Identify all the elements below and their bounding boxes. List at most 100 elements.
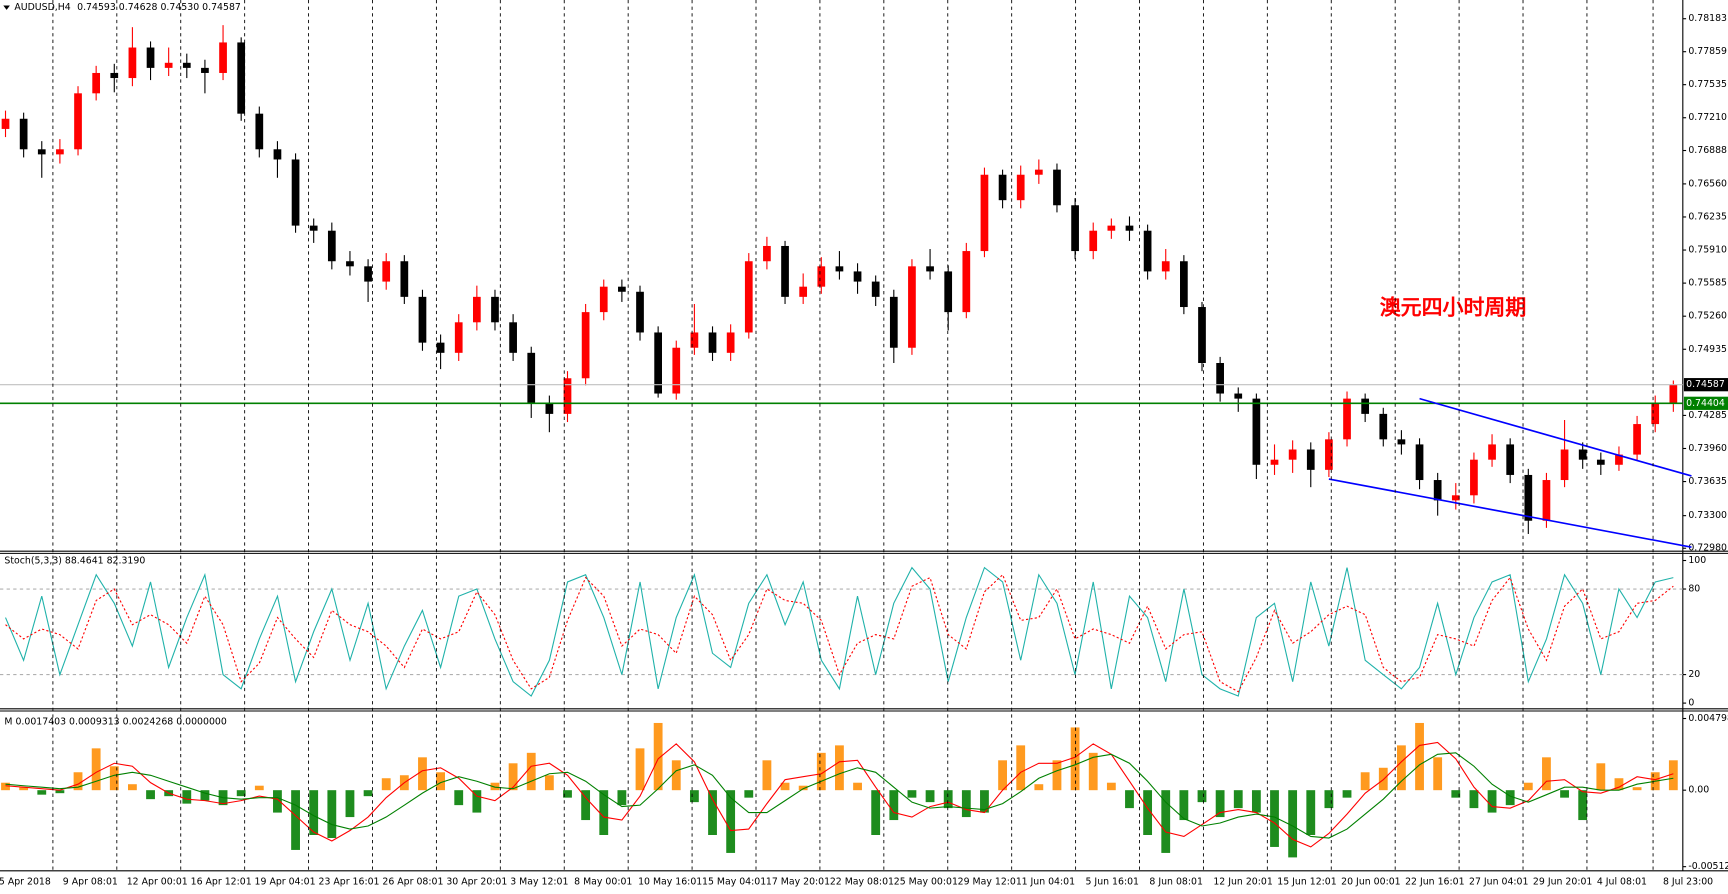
candle-body <box>1034 169 1043 175</box>
candle-body <box>1542 480 1551 521</box>
candle-body <box>1252 398 1261 465</box>
level-label: 0.74404 <box>1686 398 1725 409</box>
candle-body <box>1180 261 1188 308</box>
histogram-bar <box>798 785 808 791</box>
candle-body <box>690 332 699 348</box>
histogram-bar <box>1614 778 1624 791</box>
histogram-bar <box>563 790 572 798</box>
y-tick-label: -0.00512 <box>1688 861 1728 872</box>
candle-body <box>110 72 119 79</box>
candle-body <box>56 149 64 155</box>
y-tick-label: 0.76235 <box>1688 211 1727 222</box>
candle-body <box>1470 459 1478 496</box>
candle-body <box>581 312 590 379</box>
histogram-bar <box>454 790 464 806</box>
candle-body <box>853 271 862 282</box>
candle-body <box>1669 384 1678 404</box>
histogram-bar <box>1143 790 1153 835</box>
menu-triangle <box>3 5 10 10</box>
candle-body <box>418 296 427 343</box>
candle-body <box>182 62 191 68</box>
histogram-bar <box>1016 745 1026 791</box>
histogram-bar <box>418 757 427 791</box>
candle-body <box>472 296 481 323</box>
time-label: 22 May 08:01 <box>830 876 894 887</box>
histogram-bar <box>1523 782 1533 791</box>
y-tick-label: 0.73300 <box>1688 510 1727 521</box>
y-tick-label: 0.72980 <box>1688 543 1727 554</box>
time-label: 27 Jun 04:01 <box>1469 876 1528 887</box>
indicator-line <box>5 573 1674 693</box>
candle-body <box>74 93 82 150</box>
histogram-bar <box>617 790 627 806</box>
candle-body <box>908 266 916 348</box>
histogram-bar <box>1505 790 1515 806</box>
histogram-bar <box>182 790 192 804</box>
histogram-bar <box>490 782 500 791</box>
histogram-bar <box>1560 790 1569 798</box>
y-tick-label: 0.00 <box>1688 785 1709 796</box>
y-tick-label: 0.75585 <box>1688 278 1727 289</box>
candle-body <box>1506 444 1515 475</box>
trendline <box>1419 397 1692 477</box>
candle-body <box>1451 495 1460 501</box>
histogram-bar <box>835 745 844 791</box>
candle-body <box>309 225 318 231</box>
candle-body <box>1343 398 1351 440</box>
candle-body <box>817 266 826 287</box>
candle-body <box>1234 393 1243 399</box>
histogram-bar <box>762 760 772 791</box>
time-label: 17 May 20:01 <box>766 876 830 887</box>
histogram-bar <box>91 748 101 791</box>
candle-body <box>1578 449 1587 460</box>
histogram-bar <box>907 790 917 798</box>
level-box <box>1683 396 1728 410</box>
histogram-bar <box>1088 752 1098 791</box>
histogram-bar <box>1288 790 1298 858</box>
candle-body <box>454 322 463 353</box>
histogram-bar <box>1070 727 1080 791</box>
trendline <box>1328 478 1692 549</box>
y-tick-label: 0.74285 <box>1688 410 1727 421</box>
candle-body <box>545 403 554 414</box>
histogram-bar <box>1578 790 1588 821</box>
candle-body <box>563 378 572 414</box>
histogram-bar <box>1034 784 1044 791</box>
candle-body <box>672 347 681 394</box>
candle-body <box>763 245 771 262</box>
time-label: 20 Jun 00:01 <box>1341 876 1400 887</box>
y-tick-label: 80 <box>1688 584 1700 595</box>
time-label: 22 Jun 16:01 <box>1405 876 1464 887</box>
time-label: 23 Apr 16:01 <box>318 876 379 887</box>
time-label: 4 Jul 08:01 <box>1597 876 1647 887</box>
candle-body <box>1560 449 1569 481</box>
histogram-bar <box>254 785 264 791</box>
candle-body <box>1107 225 1116 231</box>
candle-body <box>37 149 46 155</box>
candle-body <box>654 332 662 394</box>
histogram-bar <box>345 790 355 818</box>
histogram-bar <box>1487 790 1497 813</box>
histogram-bar <box>744 790 754 798</box>
histogram-bar <box>236 790 246 797</box>
y-tick-label: 0.74935 <box>1688 344 1727 355</box>
candle-body <box>1379 413 1388 440</box>
candle-body <box>1071 205 1079 252</box>
candle-body <box>509 322 517 353</box>
candle-body <box>1488 444 1496 460</box>
histogram-bar <box>109 766 119 791</box>
indicator-title: Stoch(5,3,3) 88.4641 82.3190 <box>4 556 145 567</box>
time-label: 5 Apr 2018 <box>0 876 51 887</box>
y-tick-label: 0.76560 <box>1688 178 1727 189</box>
histogram-bar <box>1415 722 1424 791</box>
histogram-bar <box>472 790 482 813</box>
candle-body <box>835 266 844 272</box>
histogram-bar <box>200 790 210 801</box>
histogram-bar <box>363 790 373 797</box>
histogram-bar <box>381 778 391 791</box>
candle-body <box>1270 459 1279 465</box>
candle-body <box>1288 449 1297 460</box>
histogram-bar <box>1596 763 1606 791</box>
y-tick-label: 100 <box>1688 555 1706 566</box>
